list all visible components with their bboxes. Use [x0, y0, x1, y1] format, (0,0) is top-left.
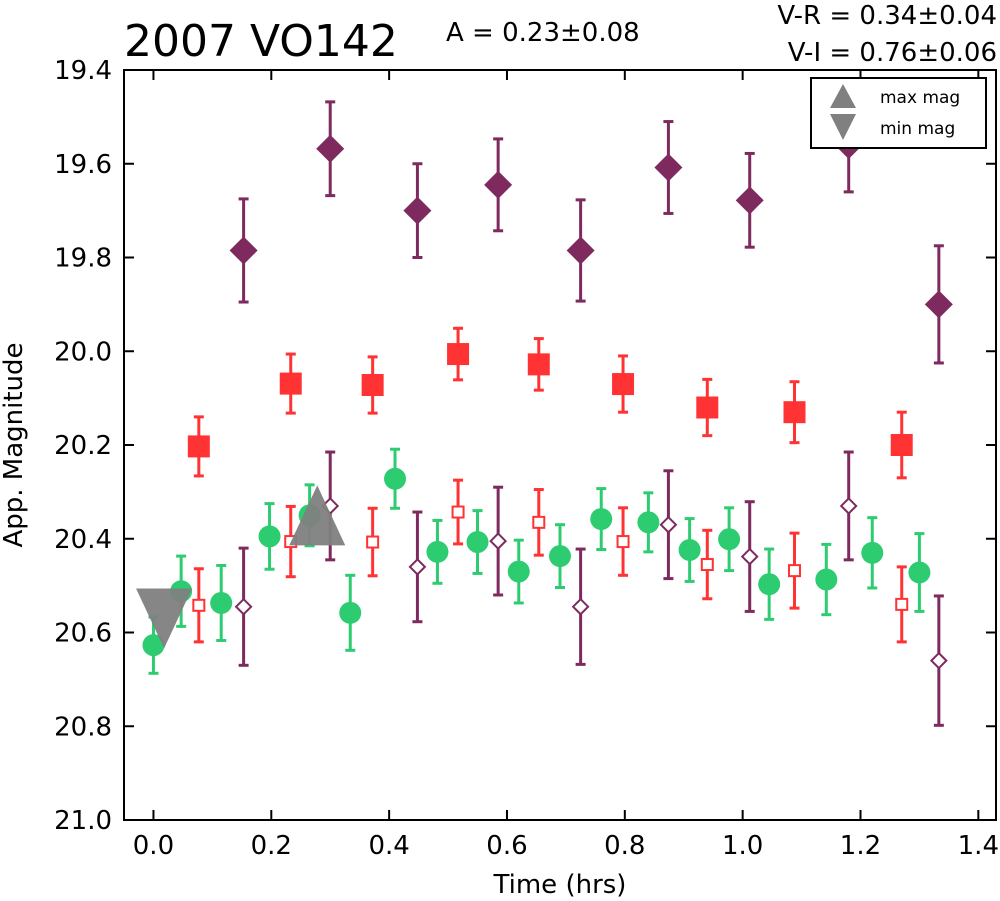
color-vr-label: V-R = 0.34±0.04 — [777, 1, 997, 31]
data-point — [229, 236, 258, 265]
data-point — [929, 651, 948, 670]
x-tick-label: 0.4 — [368, 831, 409, 861]
data-point — [590, 508, 613, 531]
data-point — [616, 535, 630, 549]
y-tick-label: 20.2 — [54, 431, 112, 461]
data-point — [447, 343, 470, 366]
data-point — [659, 515, 678, 534]
plot-frame — [123, 69, 997, 821]
data-point — [366, 535, 380, 549]
x-tick-label: 1.2 — [840, 831, 881, 861]
data-point — [279, 372, 302, 395]
data-point — [924, 290, 953, 319]
y-tick-label: 21.0 — [54, 806, 112, 836]
data-point — [637, 511, 660, 534]
data-point — [316, 134, 345, 163]
series-1-square-filled — [187, 326, 913, 480]
data-point — [787, 564, 801, 578]
data-point — [740, 547, 759, 566]
x-tick-label: 0.2 — [251, 831, 292, 861]
y-tick-label: 20.0 — [54, 337, 112, 367]
data-point — [758, 573, 781, 596]
axis-ticks: 0.0 0.2 0.4 0.6 0.8 1.0 1.2 1.4 19.4 19.6 19.8 20.0… — [54, 56, 999, 861]
legend-min-marker — [830, 114, 856, 140]
x-axis-label: Time (hrs) — [493, 870, 627, 900]
data-point — [484, 170, 513, 199]
legend-max-label: max mag — [880, 88, 960, 108]
data-point — [549, 545, 571, 568]
data-point — [234, 597, 253, 616]
x-tick-label: 1.4 — [958, 831, 999, 861]
data-point — [612, 373, 635, 396]
color-vi-label: V-I = 0.76±0.06 — [788, 38, 997, 68]
x-tick-label: 0.0 — [133, 831, 174, 861]
data-point — [895, 597, 909, 611]
y-axis-label: App. Magnitude — [0, 342, 29, 547]
legend-max-marker — [830, 84, 856, 108]
y-tick-label: 19.8 — [54, 244, 112, 274]
data-point — [890, 434, 913, 456]
data-point — [408, 557, 427, 576]
data-point — [908, 561, 931, 584]
extrema-markers — [136, 485, 346, 649]
data-point — [839, 497, 858, 515]
y-tick-label: 19.4 — [54, 56, 112, 86]
data-point — [384, 467, 407, 490]
data-point — [142, 634, 165, 657]
data-point — [861, 541, 884, 564]
data-point — [735, 186, 764, 215]
data-point — [654, 153, 683, 182]
max-mag-marker — [289, 485, 346, 546]
data-point — [426, 540, 449, 563]
data-point — [339, 601, 362, 624]
data-point — [210, 591, 233, 614]
series-4-diamond-open — [234, 450, 948, 727]
legend: max mag min mag — [810, 77, 987, 149]
data-point — [783, 401, 806, 424]
data-point — [507, 560, 530, 583]
data-point — [258, 525, 281, 548]
data-layer — [142, 96, 953, 727]
data-point — [192, 598, 206, 612]
x-tick-label: 1.0 — [722, 831, 763, 861]
y-tick-label: 20.6 — [54, 619, 112, 649]
data-point — [451, 505, 465, 519]
y-tick-label: 20.4 — [54, 525, 112, 555]
data-point — [678, 539, 701, 561]
series-3-diamond-filled — [229, 96, 953, 365]
chart-title: 2007 VO142 — [124, 16, 398, 67]
legend-min-label: min mag — [880, 119, 955, 139]
data-point — [718, 528, 741, 551]
data-point — [571, 597, 590, 616]
y-tick-label: 20.8 — [54, 712, 112, 742]
data-point — [361, 374, 384, 396]
series-2-square-open — [192, 478, 909, 644]
data-point — [696, 396, 719, 419]
series-0-circle-filled — [142, 447, 931, 675]
x-tick-label: 0.6 — [486, 831, 527, 861]
data-point — [403, 196, 432, 225]
data-point — [700, 558, 714, 572]
min-mag-marker — [136, 588, 193, 649]
data-point — [187, 435, 210, 458]
data-point — [489, 532, 508, 551]
x-tick-label: 0.8 — [604, 831, 645, 861]
data-point — [566, 236, 595, 265]
data-point — [466, 531, 489, 554]
data-point — [532, 515, 546, 529]
data-point — [527, 353, 550, 376]
data-point — [815, 568, 838, 591]
amplitude-label: A = 0.23±0.08 — [446, 18, 640, 48]
y-tick-label: 19.6 — [54, 150, 112, 180]
